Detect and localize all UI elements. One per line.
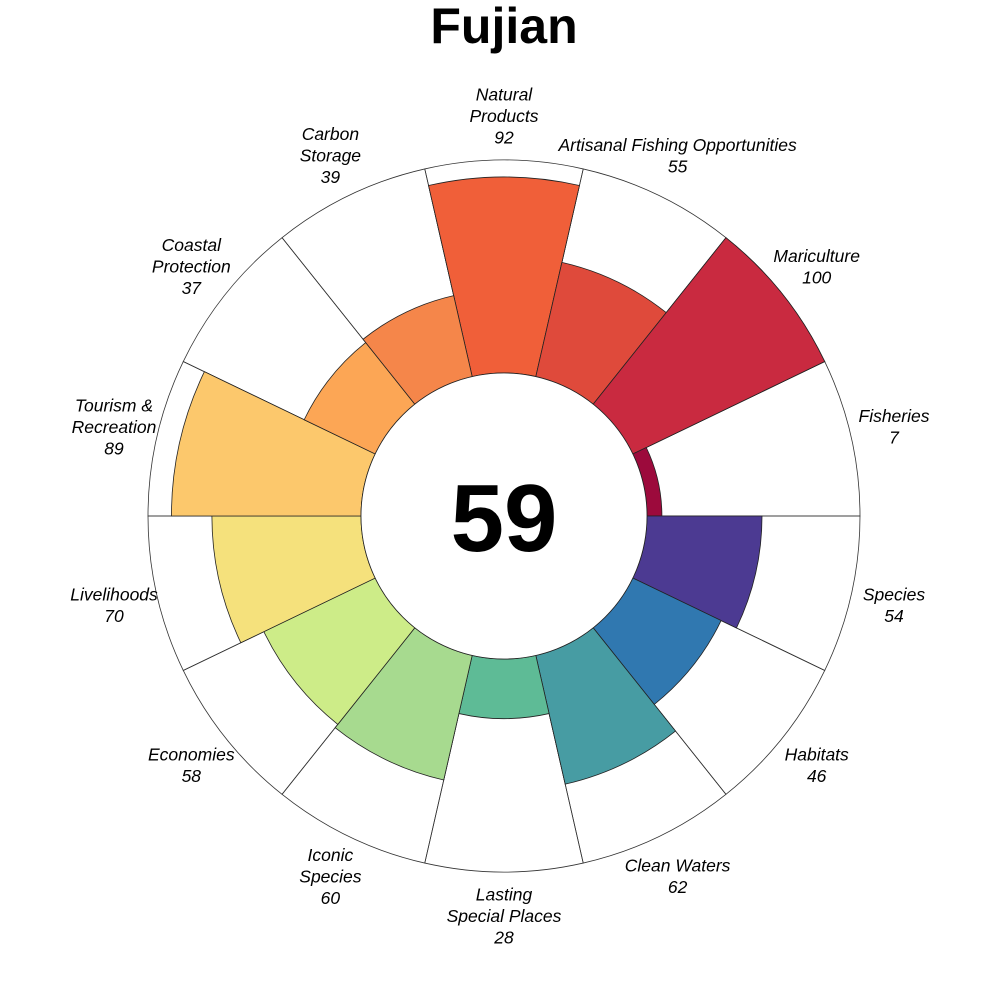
label-line-livelihoods: Livelihoods <box>70 584 158 604</box>
label-line-coastal-protection: Coastal <box>162 235 222 255</box>
label-line-iconic-species: Iconic <box>308 845 354 865</box>
label-line-fisheries: Fisheries <box>859 406 930 426</box>
value-coastal-protection: 37 <box>182 278 203 298</box>
center-score: 59 <box>451 465 558 572</box>
inner-disc <box>360 372 648 660</box>
label-clean-waters: Clean Waters 62 <box>625 856 731 898</box>
label-line-clean-waters: Clean Waters <box>625 856 731 876</box>
value-lasting-special-places: 28 <box>493 928 514 948</box>
label-line-natural-products: Products <box>469 106 538 126</box>
value-mariculture: 100 <box>802 267 831 287</box>
value-species: 54 <box>884 606 904 626</box>
value-habitats: 46 <box>807 766 827 786</box>
label-line-tourism-recreation: Recreation <box>72 417 157 437</box>
label-line-natural-products: Natural <box>476 85 534 105</box>
petal-lasting-special-places <box>458 654 550 720</box>
label-line-lasting-special-places: Lasting <box>476 885 533 905</box>
label-line-artisanal-fishing-opportunities: Artisanal Fishing Opportunities <box>557 135 797 155</box>
label-line-economies: Economies <box>148 745 235 765</box>
label-tourism-recreation: Tourism & Recreation 89 <box>72 396 157 459</box>
label-line-carbon-storage: Carbon <box>302 124 359 144</box>
label-natural-products: Natural Products 92 <box>469 85 538 148</box>
value-clean-waters: 62 <box>668 877 688 897</box>
value-natural-products: 92 <box>494 128 514 148</box>
label-line-coastal-protection: Protection <box>152 257 231 277</box>
label-economies: Economies 58 <box>148 745 235 787</box>
chart-title: Fujian <box>430 0 577 54</box>
petal-layer <box>171 176 826 785</box>
value-iconic-species: 60 <box>321 888 341 908</box>
label-line-lasting-special-places: Special Places <box>447 906 562 926</box>
value-tourism-recreation: 89 <box>104 439 124 459</box>
value-livelihoods: 70 <box>104 606 124 626</box>
value-economies: 58 <box>182 766 202 786</box>
label-habitats: Habitats 46 <box>785 745 849 787</box>
value-fisheries: 7 <box>889 428 900 448</box>
label-coastal-protection: Coastal Protection 37 <box>152 235 231 298</box>
label-line-habitats: Habitats <box>785 745 849 765</box>
label-iconic-species: Iconic Species 60 <box>299 845 362 908</box>
label-species: Species 54 <box>863 584 926 626</box>
label-line-tourism-recreation: Tourism & <box>75 396 153 416</box>
label-fisheries: Fisheries 7 <box>859 406 930 448</box>
value-artisanal-fishing-opportunities: 55 <box>668 156 688 176</box>
label-line-carbon-storage: Storage <box>300 146 362 166</box>
label-carbon-storage: Carbon Storage 39 <box>300 124 362 187</box>
label-artisanal-fishing-opportunities: Artisanal Fishing Opportunities 55 <box>557 135 797 177</box>
label-mariculture: Mariculture 100 <box>773 246 860 288</box>
inner-layer <box>360 372 648 660</box>
label-line-iconic-species: Species <box>299 866 362 886</box>
label-livelihoods: Livelihoods 70 <box>70 584 158 626</box>
label-layer: Natural Products 92 Artisanal Fishing Oppor… <box>70 85 930 948</box>
label-lasting-special-places: Lasting Special Places 28 <box>447 885 562 948</box>
value-carbon-storage: 39 <box>321 167 341 187</box>
label-line-species: Species <box>863 584 926 604</box>
label-line-mariculture: Mariculture <box>773 246 860 266</box>
